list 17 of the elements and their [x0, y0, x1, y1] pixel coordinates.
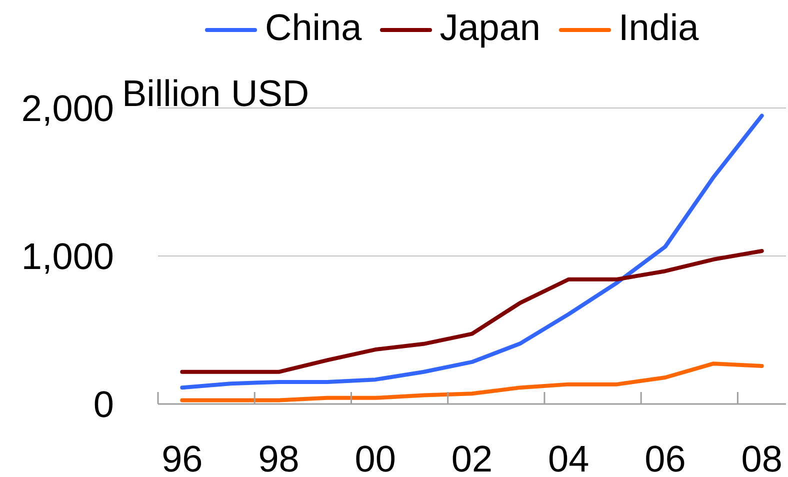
- x-tick-label: 96: [162, 438, 203, 477]
- x-tick-label: 98: [258, 438, 300, 477]
- x-tick-label: 08: [741, 438, 782, 477]
- legend-label: India: [618, 7, 699, 48]
- y-tick-label: 0: [93, 384, 114, 426]
- y-axis-title: Billion USD: [122, 73, 310, 114]
- y-tick-label: 1,000: [21, 236, 114, 278]
- line-series: [180, 362, 764, 402]
- x-tick-label: 00: [354, 438, 396, 477]
- line-series: [180, 114, 764, 390]
- legend-label: China: [265, 7, 362, 48]
- line-series: [180, 248, 764, 374]
- legend-label: Japan: [440, 7, 540, 48]
- x-tick-label: 04: [548, 438, 590, 477]
- y-tick-label: 2,000: [21, 88, 114, 130]
- x-tick-label: 06: [644, 438, 686, 477]
- x-tick-label: 02: [451, 438, 493, 477]
